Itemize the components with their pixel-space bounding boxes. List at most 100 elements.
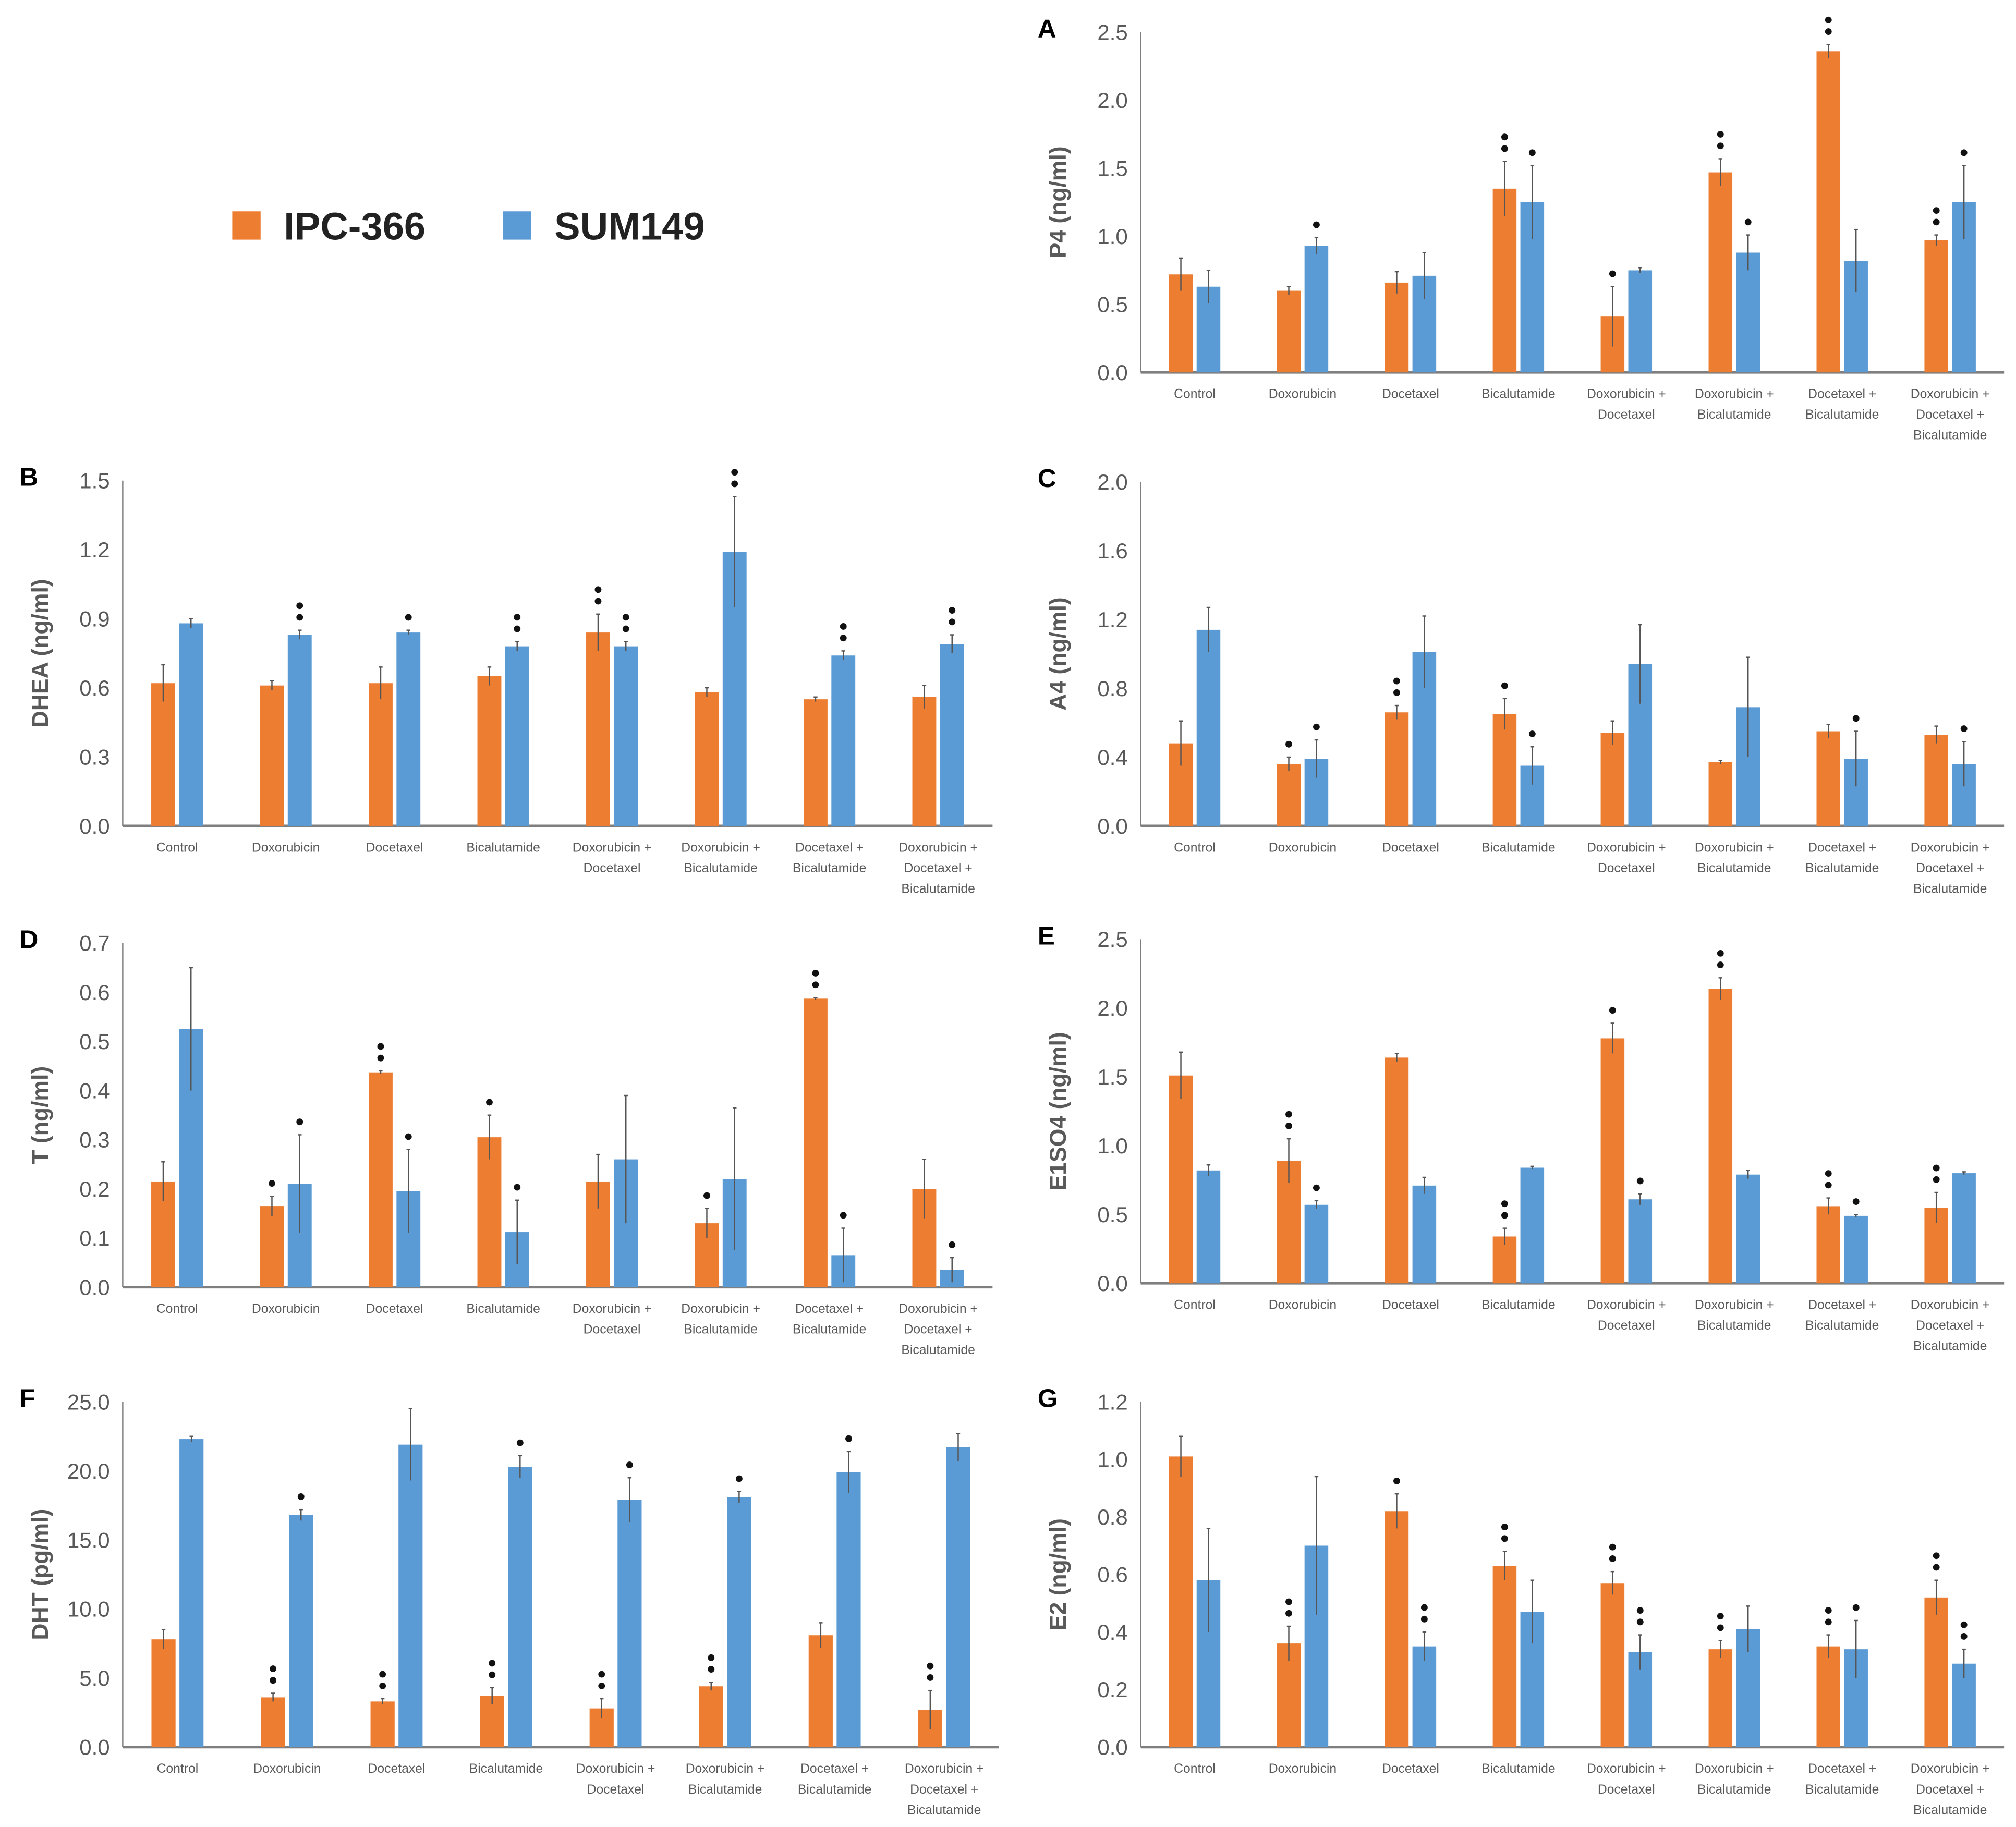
significance-marker (598, 1682, 605, 1689)
bar-sum149 (1412, 1185, 1437, 1284)
significance-marker (1609, 1555, 1616, 1562)
x-category-label: Docetaxel + (800, 1762, 869, 1776)
significance-marker (594, 586, 602, 593)
x-category-label: Docetaxel (1598, 861, 1655, 875)
bar-sum149 (289, 1515, 313, 1747)
significance-marker (1393, 677, 1400, 685)
significance-marker (708, 1654, 715, 1661)
significance-marker (296, 1118, 303, 1126)
significance-marker (1825, 1618, 1832, 1626)
significance-marker (270, 1665, 277, 1672)
panel-letter: B (20, 463, 39, 492)
x-category-label: Docetaxel (1382, 1762, 1439, 1776)
bar-sum149 (831, 655, 856, 826)
bar-sum149 (1952, 1173, 1976, 1284)
significance-marker (377, 1043, 384, 1050)
y-tick-label: 0.7 (79, 931, 110, 956)
bar-ipc366 (1816, 731, 1841, 826)
significance-marker (514, 1184, 521, 1191)
x-category-label: Bicalutamide (684, 861, 757, 875)
bar-ipc366 (1385, 1511, 1409, 1747)
y-tick-label: 0.0 (1097, 814, 1127, 838)
x-category-label: Control (1174, 387, 1216, 401)
significance-marker (1528, 149, 1536, 156)
significance-marker (1420, 1604, 1428, 1611)
panel-letter: C (1038, 464, 1056, 493)
significance-marker (927, 1674, 934, 1681)
bar-sum149 (1736, 252, 1760, 373)
significance-marker (622, 614, 629, 621)
significance-marker (1717, 1613, 1724, 1620)
significance-marker (1501, 1524, 1508, 1530)
y-tick-label: 0.8 (1097, 1505, 1127, 1529)
x-category-label: Control (156, 841, 198, 855)
x-category-label: Bicalutamide (1805, 1783, 1879, 1797)
bar-ipc366 (699, 1686, 723, 1747)
significance-marker (731, 480, 738, 488)
x-category-label: Bicalutamide (1913, 882, 1987, 896)
x-category-label: Docetaxel + (1916, 408, 1984, 422)
bar-sum149 (1304, 1204, 1329, 1284)
significance-marker (297, 1493, 305, 1500)
y-tick-label: 1.0 (1097, 1134, 1127, 1158)
bar-ipc366 (1492, 1566, 1517, 1747)
y-tick-label: 0.6 (79, 980, 110, 1005)
significance-marker (514, 614, 521, 621)
significance-marker (296, 614, 303, 621)
significance-marker (270, 1677, 277, 1684)
bar-ipc366 (151, 1639, 176, 1747)
x-category-label: Doxorubicin (1269, 1298, 1337, 1312)
x-category-label: Bicalutamide (466, 841, 540, 855)
significance-marker (1852, 715, 1860, 722)
significance-marker (1717, 949, 1724, 957)
x-category-label: Doxorubicin + (898, 1302, 978, 1316)
y-tick-label: 0.4 (1097, 1620, 1127, 1645)
bar-sum149 (287, 635, 312, 826)
x-category-label: Control (1174, 1298, 1216, 1312)
x-category-label: Docetaxel (366, 1302, 423, 1316)
x-category-label: Docetaxel (1598, 408, 1655, 422)
significance-marker (1717, 1624, 1724, 1631)
panel-a: A P4 (ng/ml) 0.0 0.5 1.0 1.5 2.0 2.5 Control Doxo… (1038, 15, 2005, 443)
bar-ipc366 (1385, 712, 1409, 826)
panel-letter: F (20, 1384, 35, 1412)
significance-marker (949, 618, 956, 626)
significance-marker (1960, 1633, 1968, 1640)
x-category-label: Bicalutamide (1805, 1319, 1879, 1333)
significance-marker (296, 602, 303, 610)
x-category-label: Doxorubicin + (686, 1762, 765, 1776)
y-tick-label: 1.5 (1097, 1065, 1127, 1089)
significance-marker (1501, 1200, 1508, 1208)
x-category-label: Doxorubicin + (1587, 841, 1666, 855)
bar-sum149 (1844, 1215, 1868, 1284)
significance-marker (1609, 270, 1616, 277)
significance-marker (840, 635, 847, 642)
x-category-label: Control (1174, 1762, 1216, 1776)
x-category-label: Doxorubicin + (1695, 841, 1774, 855)
significance-marker (269, 1180, 275, 1187)
y-tick-label: 1.0 (1097, 1447, 1127, 1472)
bar-ipc366 (370, 1701, 395, 1747)
y-axis-label: DHEA (ng/ml) (28, 579, 53, 727)
significance-marker (1285, 740, 1292, 748)
y-tick-label: 0.2 (1097, 1677, 1127, 1702)
y-tick-label: 2.0 (1097, 996, 1127, 1020)
x-category-label: Docetaxel (584, 861, 641, 875)
bar-ipc366 (1600, 1583, 1625, 1747)
bar-ipc366 (1708, 989, 1733, 1284)
bar-sum149 (727, 1497, 751, 1747)
bar-sum149 (1628, 1199, 1653, 1284)
x-category-label: Docetaxel (584, 1323, 641, 1337)
significance-marker (1636, 1177, 1644, 1185)
significance-marker (379, 1682, 386, 1689)
x-category-label: Docetaxel (1382, 1298, 1439, 1312)
x-category-label: Docetaxel + (904, 1323, 973, 1337)
x-category-label: Doxorubicin + (573, 841, 652, 855)
bar-ipc366 (1169, 1456, 1193, 1747)
x-category-label: Doxorubicin (1269, 387, 1337, 401)
significance-marker (377, 1054, 384, 1062)
legend-label-sum149: SUM149 (554, 205, 705, 248)
bar-ipc366 (477, 676, 502, 826)
y-tick-label: 0.5 (1097, 292, 1127, 316)
x-category-label: Doxorubicin + (573, 1302, 652, 1316)
